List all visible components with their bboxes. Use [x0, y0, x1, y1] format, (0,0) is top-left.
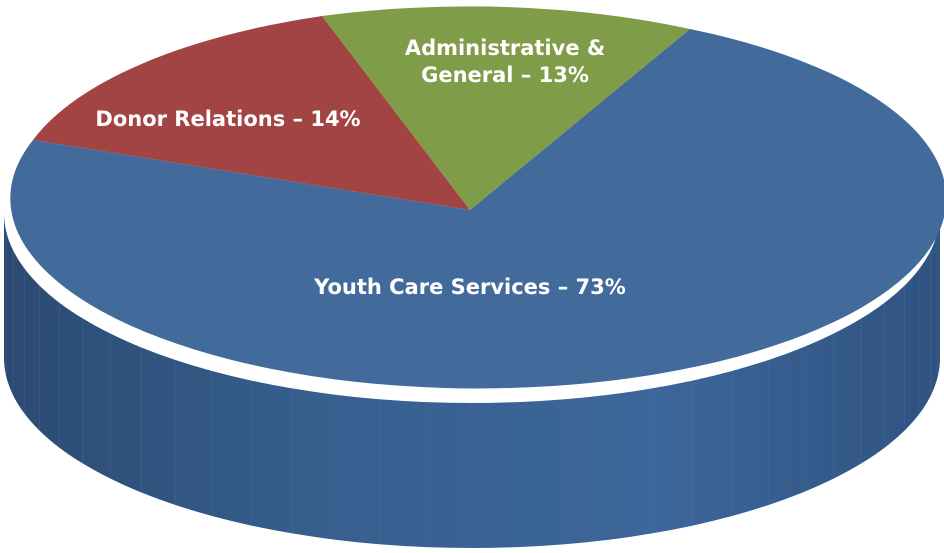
slice-administrative-general	[322, 6, 690, 210]
label-administrative-general-line-2: General – 13%	[421, 63, 589, 87]
slice-youth-care-services	[10, 29, 944, 389]
pie-side-wall	[4, 213, 940, 548]
slice-donor-relations	[33, 16, 470, 210]
side-facets	[5, 231, 939, 548]
label-donor-relations: Donor Relations – 14%	[95, 107, 360, 131]
label-administrative-general-line-1: Administrative &	[405, 36, 605, 60]
label-youth-care-services: Youth Care Services – 73%	[313, 275, 626, 299]
